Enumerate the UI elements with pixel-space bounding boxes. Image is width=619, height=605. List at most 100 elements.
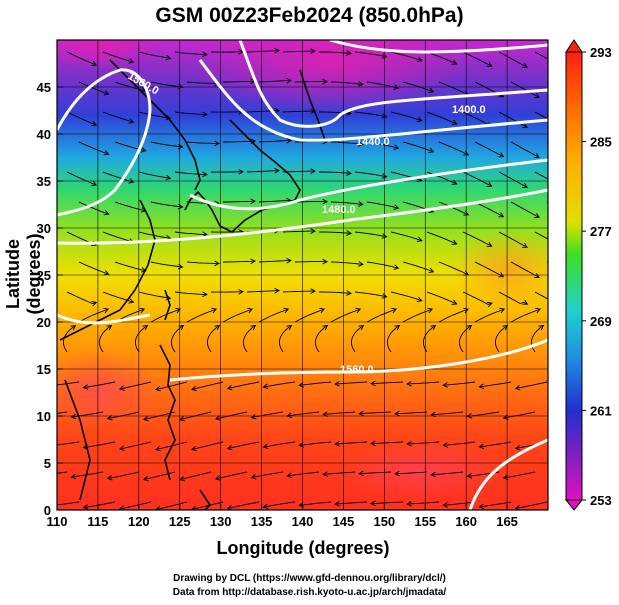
streamline-arrowhead: [478, 443, 485, 450]
streamline-arrowhead: [391, 307, 398, 314]
streamline-arrowhead: [334, 381, 340, 387]
streamline: [335, 441, 368, 445]
y-axis-ticks: 0 5 10 15 20 25 30 35 40 45: [37, 80, 63, 518]
streamline: [479, 441, 512, 448]
streamline-arrowhead: [91, 120, 98, 127]
streamline: [138, 111, 171, 119]
colorbar-top-arrow: [565, 39, 583, 53]
streamline-arrowhead: [286, 324, 293, 331]
streamline-arrowhead: [370, 500, 376, 507]
streamline: [443, 441, 476, 446]
streamline-arrowhead: [498, 152, 505, 158]
streamline: [57, 501, 80, 506]
streamline: [107, 411, 140, 420]
streamline-arrowhead: [140, 147, 147, 153]
streamline-arrowhead: [430, 471, 436, 478]
streamline: [462, 51, 492, 67]
x-tick-label: 145: [333, 514, 355, 529]
streamline: [462, 231, 492, 247]
streamline: [431, 411, 464, 416]
contour-1440: [198, 59, 548, 142]
streamline: [330, 81, 363, 85]
streamline-arrowhead: [238, 289, 244, 295]
streamline-arrowhead: [214, 140, 220, 147]
streamline-arrowhead: [128, 58, 135, 64]
streamline: [278, 325, 292, 353]
streamline-arrowhead: [466, 324, 473, 331]
streamline-arrowhead: [394, 470, 400, 477]
streamline-arrowhead: [322, 198, 328, 205]
streamline-arrowhead: [262, 383, 269, 390]
streamline-arrowhead: [559, 300, 564, 304]
streamline-arrowhead: [310, 288, 316, 294]
streamline-arrowhead: [118, 445, 125, 451]
china-coastline: [59, 199, 156, 341]
streamline-arrowhead: [535, 307, 542, 314]
streamline-arrowhead: [286, 472, 293, 479]
streamline: [474, 261, 504, 278]
streamline-arrowhead: [250, 258, 256, 265]
streamline: [138, 291, 171, 299]
streamline: [299, 441, 332, 446]
streamline: [323, 471, 356, 475]
streamline: [330, 141, 363, 145]
streamline: [258, 80, 292, 83]
streamline-arrowhead: [214, 475, 221, 481]
streamline-arrowhead: [286, 77, 292, 84]
streamline: [534, 51, 548, 60]
streamline: [319, 171, 352, 174]
x-tick-label: 140: [292, 514, 314, 529]
streamline-arrowhead: [428, 267, 435, 274]
streamline-arrowhead: [154, 445, 161, 452]
streamline: [498, 51, 528, 68]
streamline: [407, 441, 440, 445]
streamline-arrowhead: [499, 307, 506, 314]
streamline-arrowhead: [358, 261, 364, 267]
grid-lines: [57, 40, 548, 510]
streamline: [223, 200, 256, 203]
streamline-arrowhead: [355, 307, 362, 314]
streamline-arrowhead: [250, 198, 256, 205]
y-tick-label: 30: [37, 221, 51, 236]
streamline: [287, 471, 320, 477]
streamline-arrowhead: [406, 441, 412, 447]
streamline: [258, 200, 292, 203]
geopotential-contours: [57, 40, 548, 510]
streamline: [258, 260, 292, 263]
streamline-arrowhead: [70, 324, 77, 331]
streamline-arrowhead: [247, 307, 254, 314]
colorbar-tick-label: 293: [590, 45, 612, 60]
streamline-arrowhead: [430, 324, 437, 331]
streamline: [138, 51, 171, 59]
streamline-arrowhead: [522, 122, 528, 128]
streamline-arrowhead: [319, 307, 326, 314]
streamline-arrowhead: [442, 382, 448, 388]
streamline: [503, 471, 536, 479]
streamline: [66, 111, 97, 126]
streamline-arrowhead: [106, 324, 113, 331]
streamline: [174, 111, 207, 115]
streamline-arrowhead: [358, 201, 364, 207]
streamline-arrowhead: [322, 471, 328, 477]
streamline-arrowhead: [214, 324, 221, 331]
colorbar-bar: [565, 51, 583, 501]
streamline: [258, 308, 289, 323]
streamline: [150, 308, 181, 323]
streamline: [263, 381, 296, 388]
streamline: [534, 291, 548, 300]
streamline-arrowhead: [106, 475, 113, 481]
streamline-arrowhead: [165, 54, 172, 61]
streamline: [98, 325, 112, 353]
streamline: [223, 260, 256, 263]
credit-data-source: Data from http://database.rish.kyoto-u.a…: [172, 587, 447, 598]
contour-1480: [189, 158, 548, 211]
x-tick-label: 110: [47, 514, 68, 529]
streamline: [402, 141, 434, 153]
streamline: [222, 308, 253, 323]
y-tick-label: 25: [37, 268, 51, 283]
streamline: [282, 50, 315, 53]
streamline-arrowhead: [274, 107, 280, 114]
streamline-arrowhead: [346, 170, 352, 176]
streamline-arrowhead: [214, 260, 220, 267]
streamline-arrowhead: [226, 444, 233, 451]
